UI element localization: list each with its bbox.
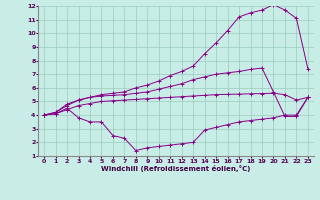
X-axis label: Windchill (Refroidissement éolien,°C): Windchill (Refroidissement éolien,°C) — [101, 165, 251, 172]
